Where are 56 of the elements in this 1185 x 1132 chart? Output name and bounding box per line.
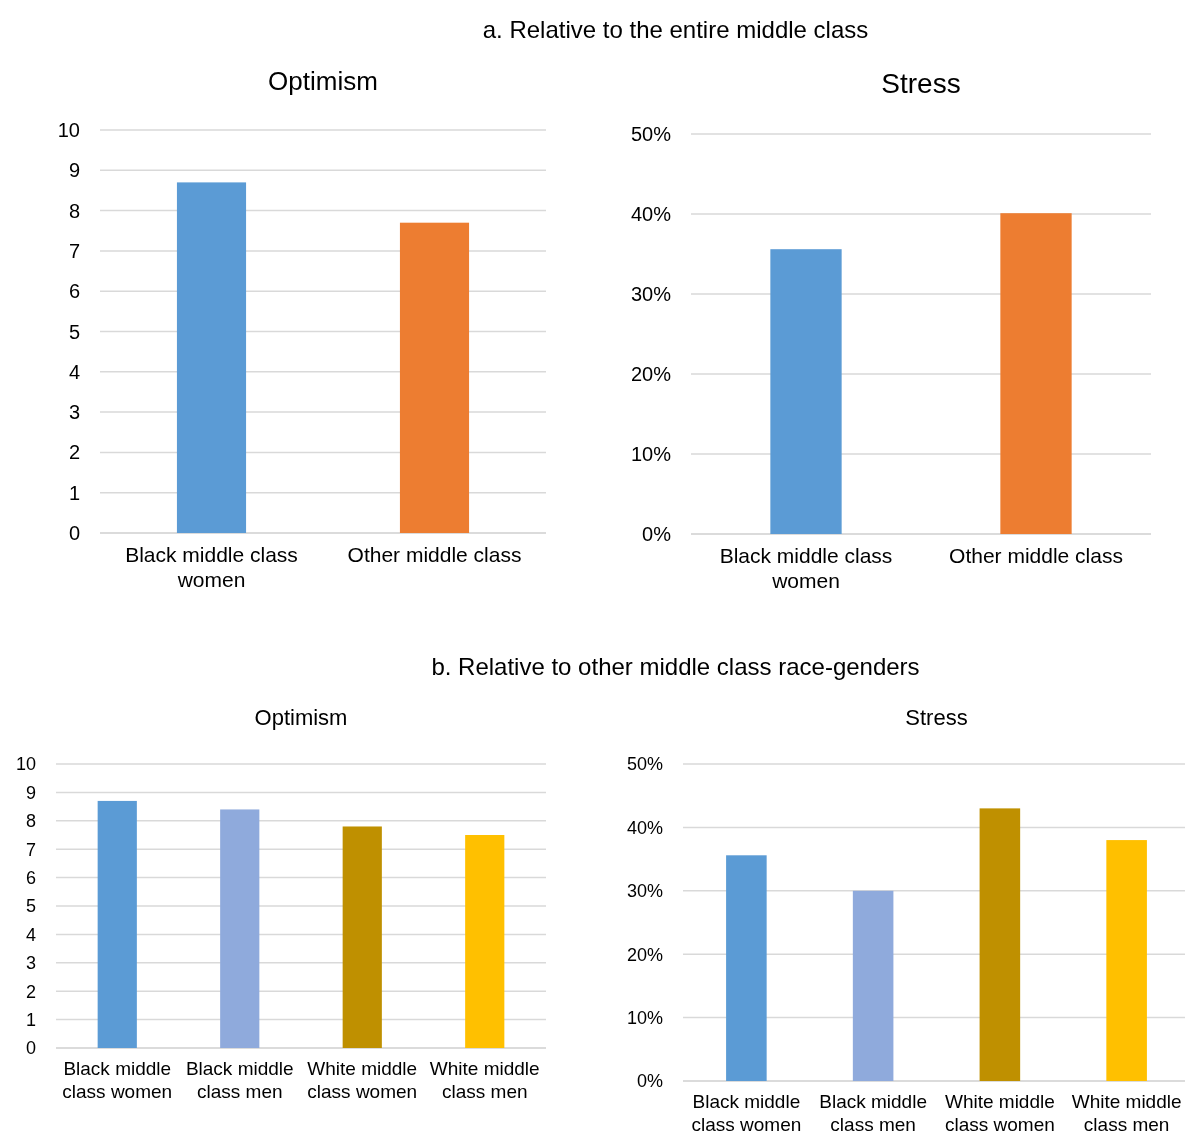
x-tick-label: Other middle class xyxy=(949,544,1123,567)
y-tick-label: 8 xyxy=(68,199,80,222)
y-tick-label: 40% xyxy=(626,817,663,838)
y-tick-label: 2 xyxy=(68,441,80,464)
y-tick-label: 4 xyxy=(68,360,80,383)
x-tick-label: Black middle class women xyxy=(691,1091,802,1132)
y-tick-label: 2 xyxy=(25,981,36,1002)
x-tick-label: White middle class men xyxy=(429,1058,540,1102)
y-tick-label: 50% xyxy=(630,123,672,145)
bar xyxy=(1106,840,1147,1081)
y-tick-label: 1 xyxy=(25,1009,36,1030)
y-tick-label: 5 xyxy=(25,896,36,917)
y-tick-label: 6 xyxy=(25,867,36,888)
y-tick-label: 50% xyxy=(626,754,663,775)
x-tick-label: Black middle class women xyxy=(125,543,298,592)
chart-title: Optimism xyxy=(268,66,378,96)
y-tick-label: 9 xyxy=(68,159,80,182)
x-tick-label: White middle class women xyxy=(944,1091,1055,1132)
y-tick-label: 8 xyxy=(25,811,36,832)
x-tick-label: White middle class men xyxy=(1071,1091,1182,1132)
y-tick-label: 20% xyxy=(630,363,672,385)
y-tick-label: 40% xyxy=(630,203,672,225)
y-tick-label: 10% xyxy=(630,443,672,465)
x-tick-label: Black middle class women xyxy=(719,544,893,593)
y-tick-label: 0 xyxy=(25,1038,36,1059)
y-tick-label: 20% xyxy=(626,944,663,965)
y-tick-label: 30% xyxy=(626,881,663,902)
y-tick-label: 3 xyxy=(25,953,36,974)
bar xyxy=(726,855,767,1081)
text: b. Relative to other middle class race-genders xyxy=(431,653,920,680)
y-tick-label: 0 xyxy=(68,522,80,544)
chart-title: Stress xyxy=(905,705,968,730)
y-tick-label: 10 xyxy=(15,754,36,775)
x-tick-label: White middle class women xyxy=(307,1058,418,1102)
chart-title: Optimism xyxy=(254,705,348,730)
chart-title: Stress xyxy=(881,68,961,99)
x-tick-label: Black middle class women xyxy=(62,1058,173,1102)
y-tick-label: 10 xyxy=(57,119,80,141)
y-tick-label: 30% xyxy=(630,283,672,305)
y-tick-label: 0% xyxy=(636,1071,663,1092)
y-tick-label: 0% xyxy=(642,523,672,545)
bar xyxy=(852,890,894,1081)
y-tick-label: 3 xyxy=(68,401,80,424)
x-tick-label: Black middle class men xyxy=(185,1058,294,1102)
x-tick-label: Black middle class men xyxy=(819,1091,927,1132)
y-tick-label: 7 xyxy=(25,839,36,860)
y-tick-label: 9 xyxy=(25,782,36,803)
y-tick-label: 1 xyxy=(68,481,80,504)
y-tick-label: 4 xyxy=(25,924,36,945)
y-tick-label: 10% xyxy=(626,1007,663,1028)
y-tick-label: 7 xyxy=(68,239,80,262)
text: a. Relative to the entire middle class xyxy=(482,16,869,43)
bar xyxy=(979,808,1021,1081)
y-tick-label: 5 xyxy=(68,320,80,343)
x-tick-label: Other middle class xyxy=(347,543,522,566)
y-tick-label: 6 xyxy=(68,280,80,303)
